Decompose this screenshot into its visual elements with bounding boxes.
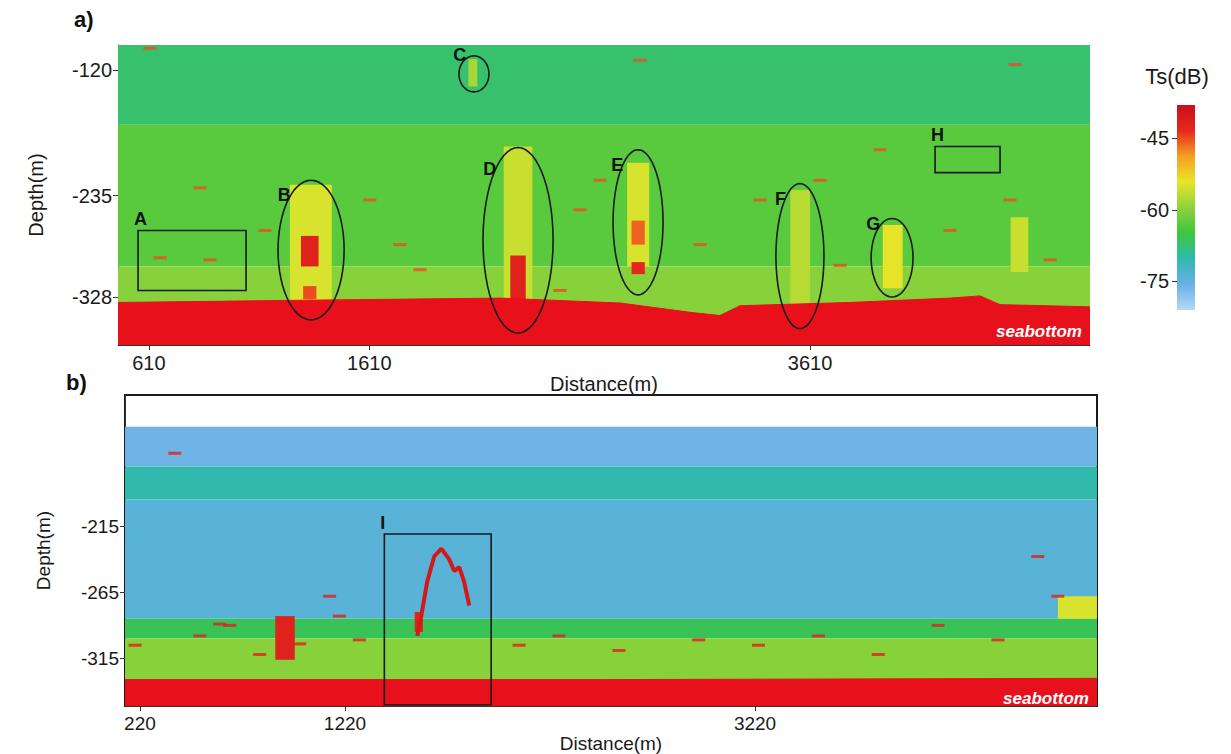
svg-text:-60: -60 <box>1140 199 1169 221</box>
svg-text:Distance(m): Distance(m) <box>550 373 658 395</box>
svg-text:I: I <box>380 513 385 533</box>
svg-text:E: E <box>611 155 623 175</box>
svg-text:C: C <box>453 45 466 65</box>
svg-text:3610: 3610 <box>788 352 833 374</box>
svg-text:-315: -315 <box>81 648 119 669</box>
svg-text:b): b) <box>66 370 87 395</box>
svg-text:seabottom: seabottom <box>1003 689 1089 708</box>
svg-text:a): a) <box>74 7 94 32</box>
svg-text:Distance(m): Distance(m) <box>560 733 662 754</box>
svg-text:3220: 3220 <box>734 713 776 734</box>
svg-text:Ts(dB): Ts(dB) <box>1145 64 1209 89</box>
svg-text:1610: 1610 <box>347 352 392 374</box>
svg-text:220: 220 <box>124 713 156 734</box>
svg-text:-235: -235 <box>72 185 112 207</box>
svg-text:-120: -120 <box>72 59 112 81</box>
svg-text:610: 610 <box>132 352 165 374</box>
svg-text:1220: 1220 <box>324 713 366 734</box>
svg-text:-215: -215 <box>81 516 119 537</box>
svg-text:-265: -265 <box>81 582 119 603</box>
svg-text:H: H <box>931 125 944 145</box>
svg-text:-45: -45 <box>1140 127 1169 149</box>
svg-text:Depth(m): Depth(m) <box>25 153 47 236</box>
svg-text:Depth(m): Depth(m) <box>33 511 54 590</box>
svg-text:-75: -75 <box>1140 270 1169 292</box>
svg-text:G: G <box>866 214 880 234</box>
svg-text:D: D <box>483 159 496 179</box>
svg-text:A: A <box>134 209 147 229</box>
svg-text:seabottom: seabottom <box>996 322 1082 341</box>
svg-text:F: F <box>775 189 786 209</box>
svg-text:-328: -328 <box>72 286 112 308</box>
svg-text:B: B <box>278 185 291 205</box>
